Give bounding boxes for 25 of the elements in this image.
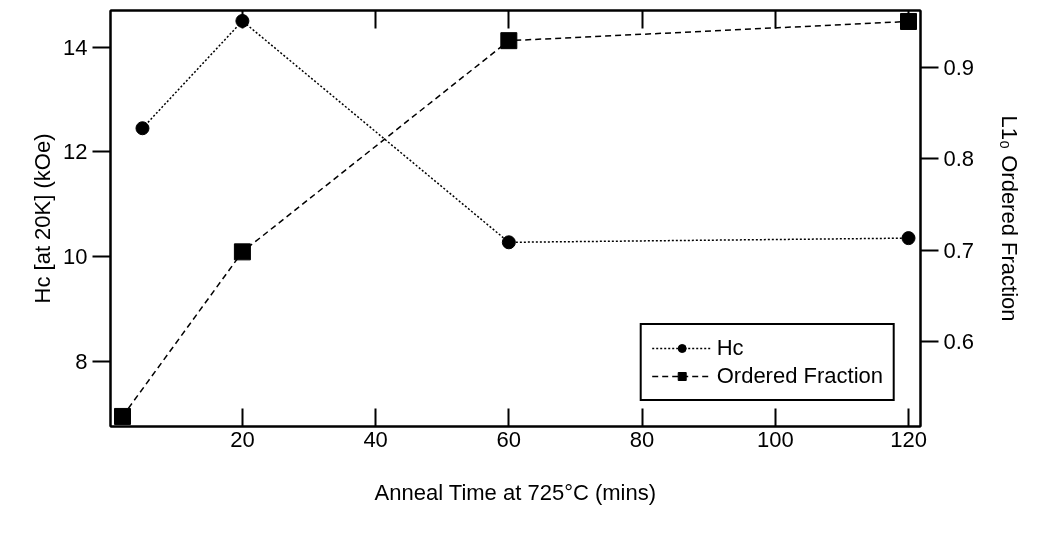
x-tick-label: 120: [890, 426, 927, 452]
x-tick-label: 80: [629, 426, 655, 452]
y2-tick-label: 0.8: [943, 146, 975, 172]
point: [501, 235, 516, 250]
y-tick-label: 10: [63, 243, 88, 269]
point: [135, 121, 150, 136]
y-tick-label: 8: [75, 348, 88, 374]
point: [500, 32, 518, 50]
legend-label: Hc: [716, 335, 744, 361]
x-tick-label: 40: [363, 426, 388, 452]
x-axis-title: Anneal Time at 725°C (mins): [374, 479, 657, 505]
point: [901, 231, 916, 246]
point: [113, 407, 131, 425]
x-tick-label: 100: [756, 426, 794, 452]
y2-tick-label: 0.6: [943, 328, 975, 354]
y-axis-title: Hc [at 20K] (kOe): [30, 133, 56, 304]
point: [233, 243, 251, 261]
y2-axis-title: L1₀ Ordered Fraction: [997, 115, 1023, 322]
y2-tick-label: 0.7: [943, 237, 975, 263]
x-tick-label: 60: [496, 426, 522, 452]
x-tick-label: 20: [230, 426, 255, 452]
y-tick-label: 12: [63, 139, 88, 165]
legend-label: Ordered Fraction: [716, 363, 883, 389]
y2-tick-label: 0.9: [943, 54, 975, 80]
y-tick-label: 14: [63, 34, 88, 60]
